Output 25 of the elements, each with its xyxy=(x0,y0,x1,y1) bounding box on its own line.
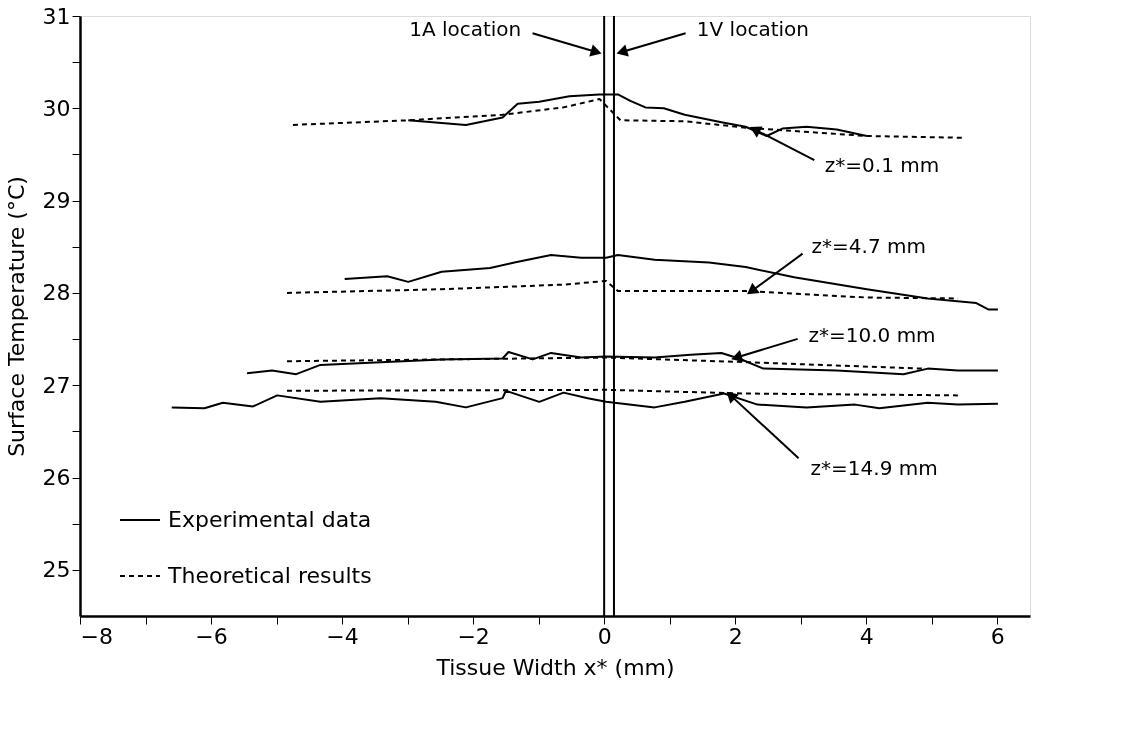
legend-label: Theoretical results xyxy=(167,563,372,588)
x-axis-title: Tissue Width x* (mm) xyxy=(435,654,675,680)
y-tick-label: 25 xyxy=(42,557,71,583)
annotation: z*=14.9 mm xyxy=(810,456,938,481)
y-tick-label: 30 xyxy=(42,95,71,121)
y-axis-title: Surface Temperature (°C) xyxy=(3,176,29,457)
y-tick-label: 31 xyxy=(42,3,71,29)
x-tick-label: −6 xyxy=(195,623,228,649)
x-tick-label: −8 xyxy=(80,623,113,649)
y-tick-label: 29 xyxy=(42,188,71,214)
y-tick-label: 26 xyxy=(42,465,71,491)
legend-label: Experimental data xyxy=(168,507,372,532)
x-tick-label: −4 xyxy=(326,623,359,649)
y-tick-label: 28 xyxy=(42,280,71,306)
x-tick-label: 6 xyxy=(990,623,1005,649)
x-tick-label: −2 xyxy=(457,623,490,649)
x-tick-label: 2 xyxy=(728,623,743,649)
annotation: z*=10.0 mm xyxy=(808,322,936,347)
annotation: z*=4.7 mm xyxy=(811,234,926,259)
x-tick-label: 4 xyxy=(859,623,874,649)
x-tick-label: 0 xyxy=(597,623,612,649)
annotation: z*=0.1 mm xyxy=(824,152,940,177)
ref-line-label: 1A location xyxy=(409,17,522,41)
y-tick-label: 27 xyxy=(42,372,71,398)
ref-line-label: 1V location xyxy=(696,17,809,41)
